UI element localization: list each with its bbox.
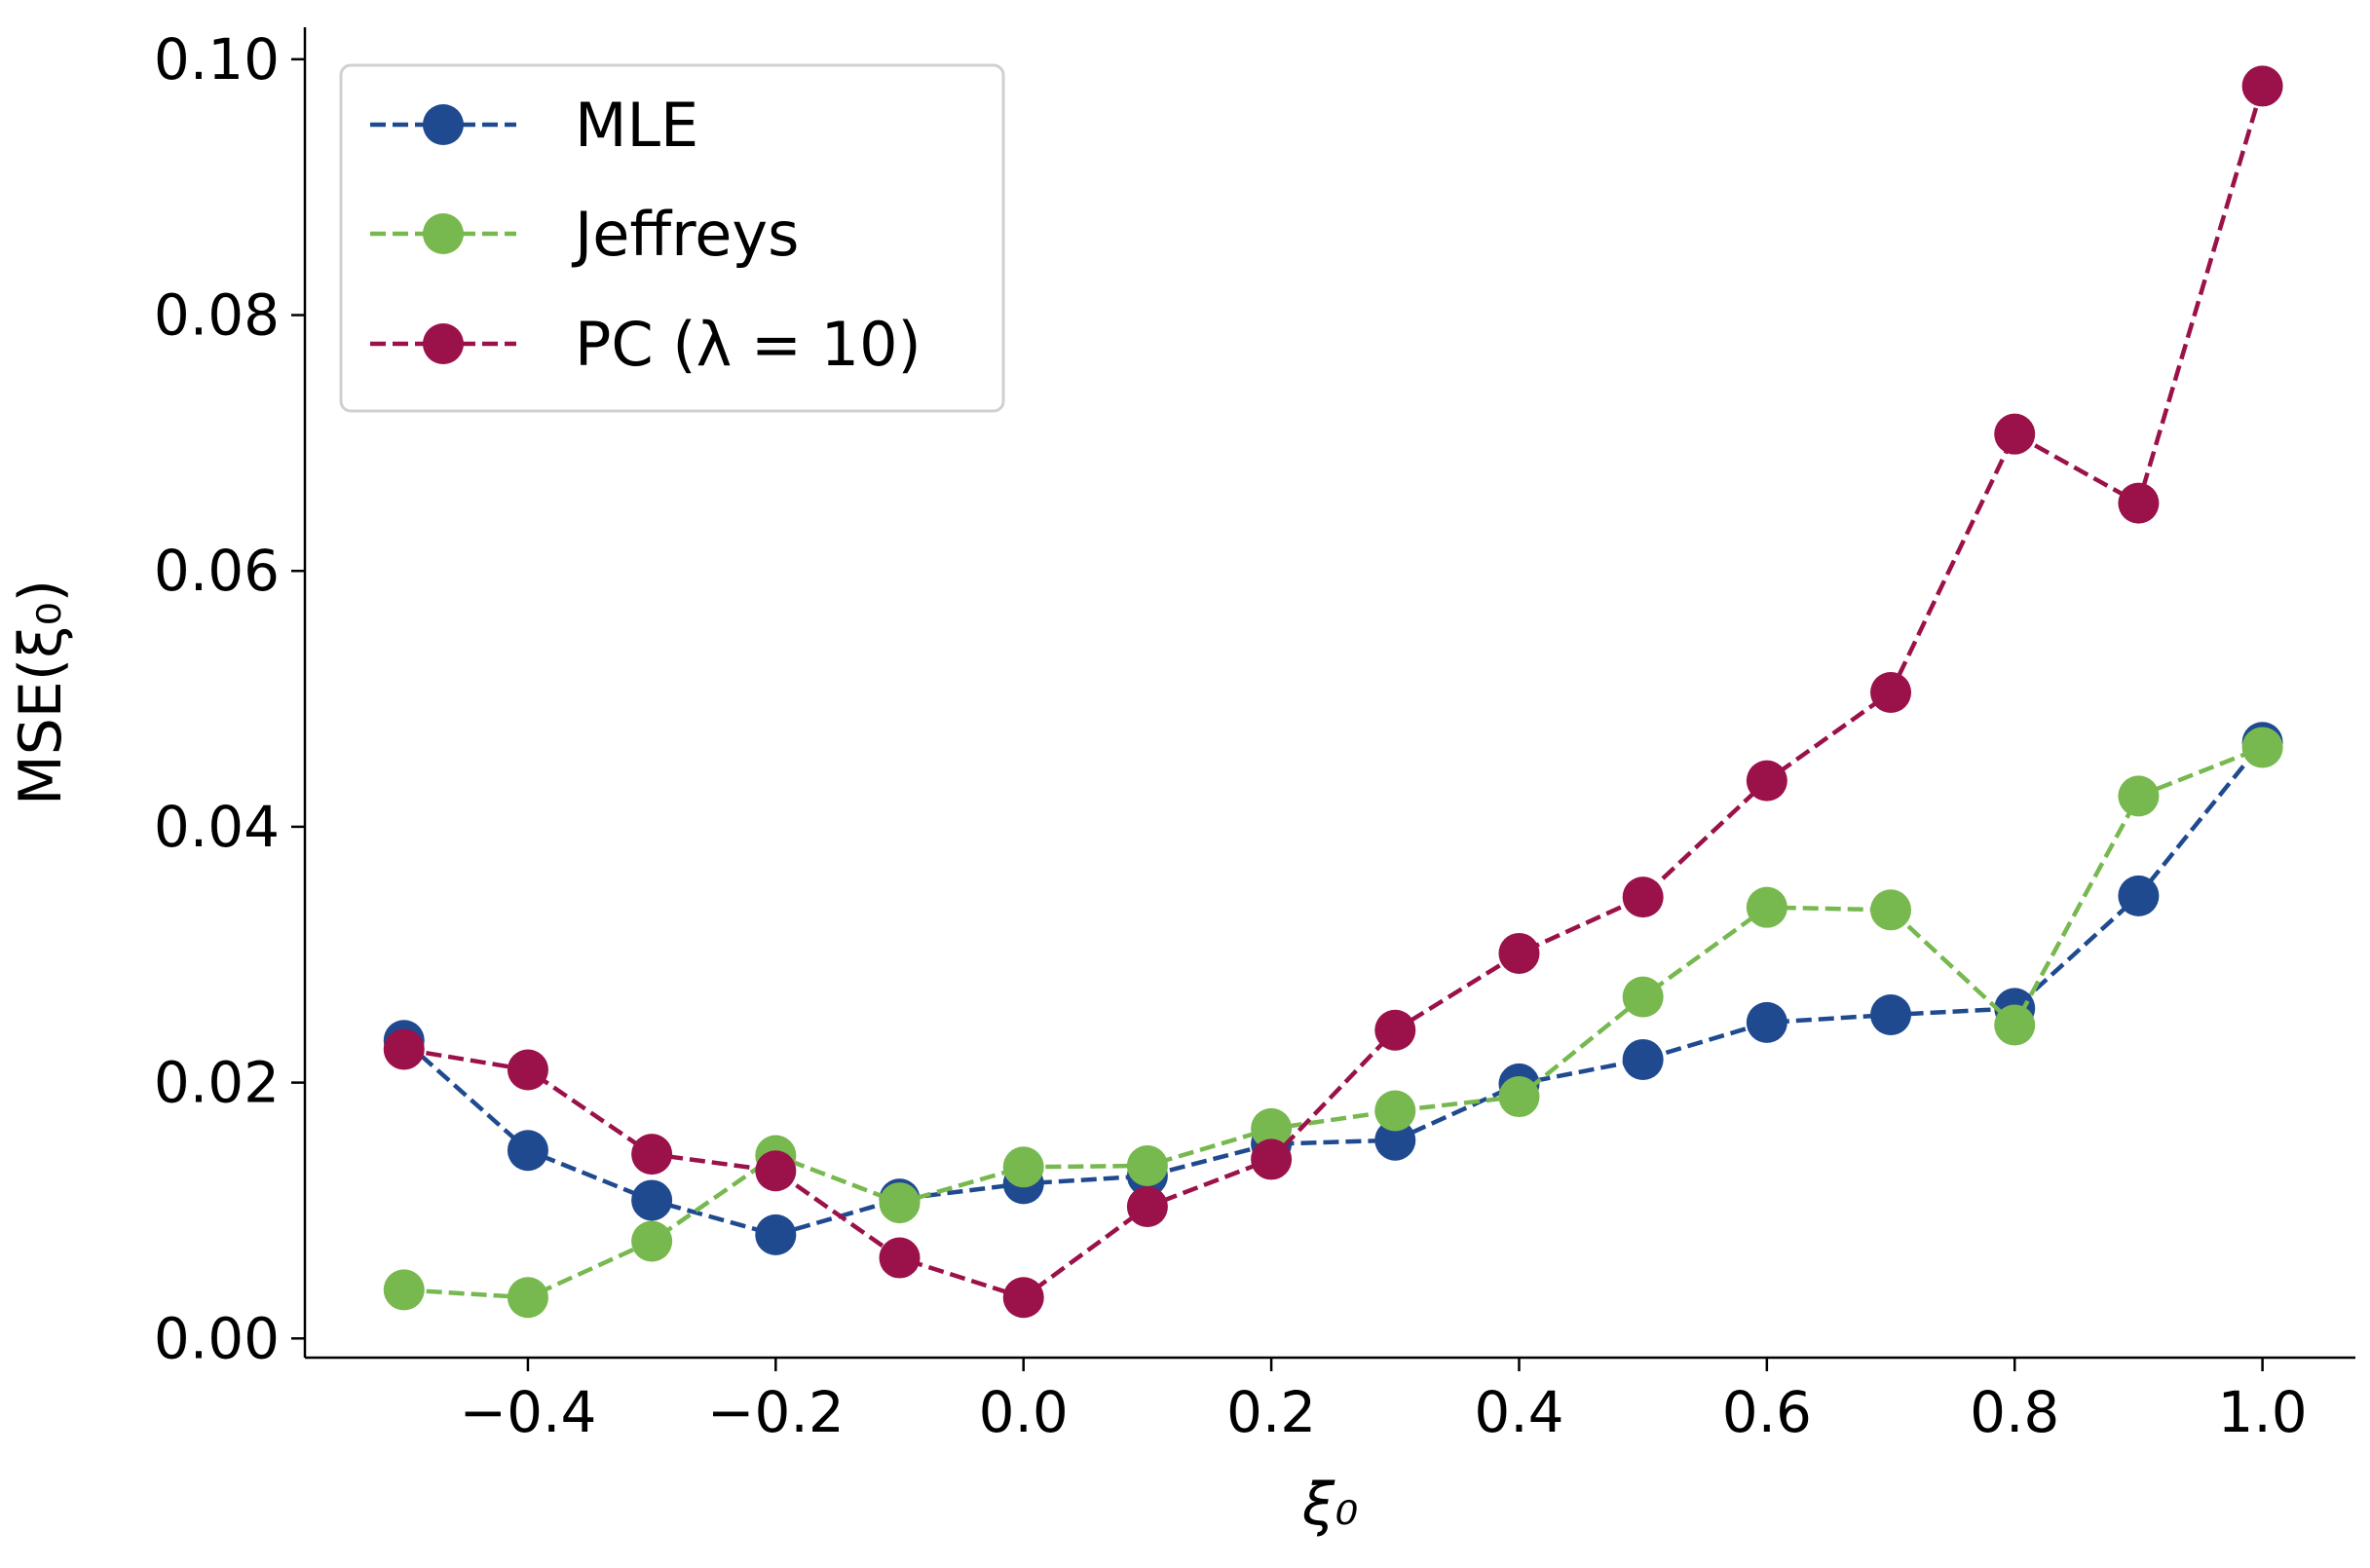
series-line xyxy=(403,85,2265,1300)
data-point xyxy=(1498,1076,1540,1118)
x-tick-label: −0.4 xyxy=(460,1379,597,1445)
legend-marker xyxy=(423,104,464,145)
data-point xyxy=(1746,886,1787,928)
data-point xyxy=(1374,1090,1416,1132)
data-point xyxy=(1622,976,1664,1018)
y-tick-label: 0.10 xyxy=(154,26,280,93)
data-point xyxy=(755,1150,797,1192)
data-point xyxy=(507,1049,548,1091)
y-tick-label: 0.08 xyxy=(154,282,280,349)
x-tick-label: −0.2 xyxy=(707,1379,845,1445)
legend-entry-label: Jeffreys xyxy=(571,199,799,270)
legend-marker xyxy=(423,323,464,364)
data-point xyxy=(1870,993,1912,1035)
legend-marker xyxy=(423,213,464,254)
data-point xyxy=(1870,672,1912,713)
data-point xyxy=(879,1237,921,1279)
data-point xyxy=(383,1028,425,1070)
axes: −0.4 −0.2 0.0 0.2 0.4 0.6 0.8 1.0 0.00 0.02 0.04 0.… xyxy=(154,26,2355,1445)
data-point xyxy=(1746,1001,1787,1043)
data-point xyxy=(1994,1004,2036,1046)
y-tick-label: 0.04 xyxy=(154,794,280,860)
y-tick-label: 0.06 xyxy=(154,538,280,604)
y-axis-label: MSE(ξ₀) xyxy=(7,579,75,805)
data-point xyxy=(1374,1119,1416,1161)
data-point xyxy=(1002,1146,1044,1188)
x-tick-label: 1.0 xyxy=(2217,1379,2307,1445)
data-point xyxy=(507,1130,548,1172)
series-1 xyxy=(383,727,2283,1319)
data-point xyxy=(1126,1186,1168,1228)
data-point xyxy=(1622,1038,1664,1080)
x-tick-label: 0.6 xyxy=(1722,1379,1812,1445)
x-tick-label: 0.0 xyxy=(979,1379,1069,1445)
data-point xyxy=(1251,1107,1293,1149)
data-point xyxy=(2118,875,2160,916)
data-point xyxy=(1002,1277,1044,1319)
y-tick-label: 0.00 xyxy=(154,1305,280,1371)
legend: MLE Jeffreys PC (λ = 10) xyxy=(339,63,1005,413)
y-tick-label: 0.02 xyxy=(154,1050,280,1116)
data-point xyxy=(1251,1139,1293,1180)
data-point xyxy=(1126,1144,1168,1186)
series-2 xyxy=(383,65,2283,1319)
data-point xyxy=(2241,727,2283,768)
series-line xyxy=(402,740,2265,1238)
data-point xyxy=(1374,1009,1416,1051)
data-point xyxy=(507,1277,548,1319)
legend-frame xyxy=(339,63,1005,413)
data-point xyxy=(2241,65,2283,107)
data-point xyxy=(631,1220,673,1262)
data-point xyxy=(631,1134,673,1176)
data-point xyxy=(1994,413,2036,455)
data-point xyxy=(2118,775,2160,817)
data-point xyxy=(1746,760,1787,802)
data-point xyxy=(1622,877,1664,918)
data-point xyxy=(755,1213,797,1255)
data-point xyxy=(1498,932,1540,974)
data-point xyxy=(631,1179,673,1221)
series-0 xyxy=(383,722,2283,1255)
series-layer xyxy=(383,65,2283,1319)
data-point xyxy=(383,1269,425,1311)
data-point xyxy=(1870,889,1912,931)
x-axis-label: ξ₀ xyxy=(1301,1471,1359,1539)
data-point xyxy=(2118,482,2160,524)
legend-entry-label: MLE xyxy=(575,90,698,161)
legend-entry-label: PC (λ = 10) xyxy=(575,309,922,380)
x-tick-label: 0.4 xyxy=(1474,1379,1563,1445)
data-point xyxy=(879,1182,921,1224)
series-line xyxy=(403,745,2264,1300)
x-tick-label: 0.2 xyxy=(1226,1379,1316,1445)
x-tick-label: 0.8 xyxy=(1970,1379,2059,1445)
